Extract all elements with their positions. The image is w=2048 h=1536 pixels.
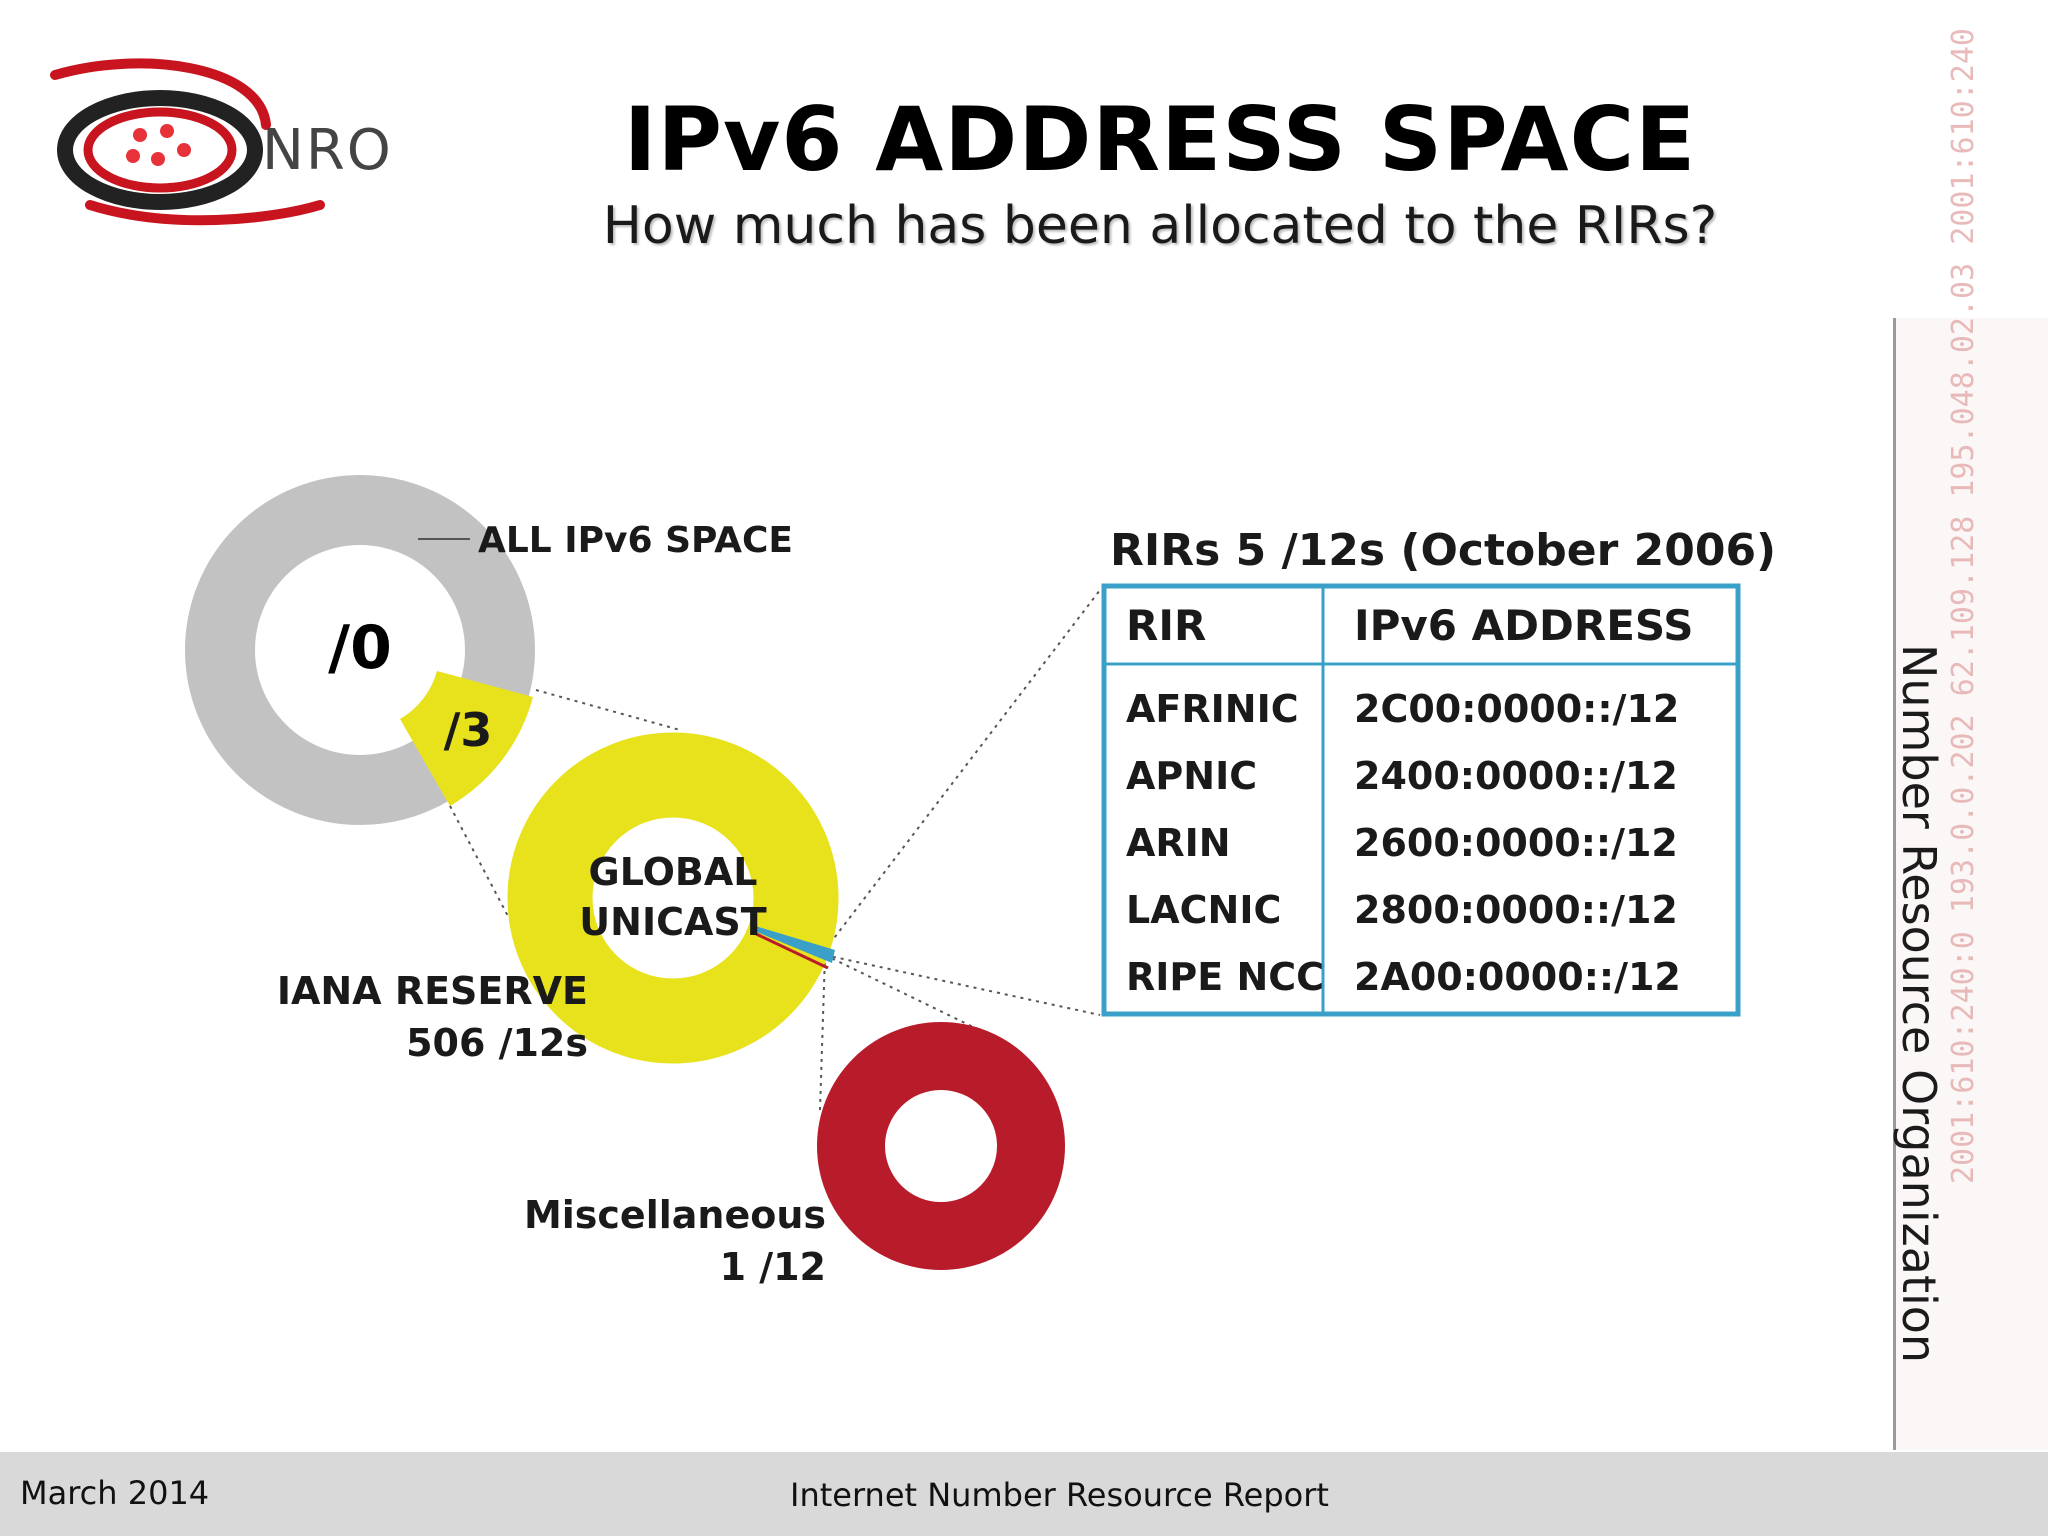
rir-address: 2C00:0000::/12 [1354,687,1679,731]
side-strip [1893,318,2048,1450]
logo-text: NRO [262,118,393,183]
side-watermark: 2001:610:240:0 193.0.0.202 62.109.128 19… [1946,28,1981,1184]
misc-label-line1: Miscellaneous [524,1193,826,1237]
ipv6-diagram: ALL IPv6 SPACE /0 /3 GLOBAL UNICAST IANA… [185,475,1776,1289]
rir-name: APNIC [1126,754,1257,798]
slice-3 [400,671,533,806]
footer-date: March 2014 [20,1474,210,1512]
rir-table-header-rir: RIR [1126,601,1206,650]
rir-address: 2600:0000::/12 [1354,821,1678,865]
rir-name: LACNIC [1126,888,1281,932]
rir-name: AFRINIC [1126,687,1299,731]
global-unicast-label-line2: UNICAST [579,900,766,944]
footer-bar: March 2014 Internet Number Resource Repo… [0,1452,2048,1536]
all-space-ring [185,475,535,825]
misc-label-line2: 1 /12 [720,1245,826,1289]
page-subtitle: How much has been allocated to the RIRs? [602,196,1718,256]
footer-report-title: Internet Number Resource Report [790,1476,1329,1514]
root-label: /0 [328,613,392,683]
nro-logo [50,58,325,226]
rir-address: 2800:0000::/12 [1354,888,1678,932]
rir-name: ARIN [1126,821,1231,865]
all-space-label: ALL IPv6 SPACE [478,520,793,561]
page-title: IPv6 ADDRESS SPACE [623,88,1697,191]
misc-ring [817,1022,1065,1270]
rir-wedge [752,925,835,963]
rir-table-header-address: IPv6 ADDRESS [1354,601,1694,650]
global-unicast-ring [507,732,839,1064]
rir-name: RIPE NCC [1126,955,1324,999]
rir-table-title: RIRs 5 /12s (October 2006) [1110,525,1776,576]
misc-wedge [751,930,829,970]
slice-label: /3 [444,703,493,757]
iana-reserve-label-line1: IANA RESERVE [277,969,588,1013]
rir-table-frame [1101,583,1741,1017]
side-organization-label: Number Resource Organization [1892,644,1946,1364]
iana-reserve-label-line2: 506 /12s [406,1021,588,1065]
rir-address: 2A00:0000::/12 [1354,955,1681,999]
global-unicast-label-line1: GLOBAL [589,850,758,894]
rir-address: 2400:0000::/12 [1354,754,1678,798]
